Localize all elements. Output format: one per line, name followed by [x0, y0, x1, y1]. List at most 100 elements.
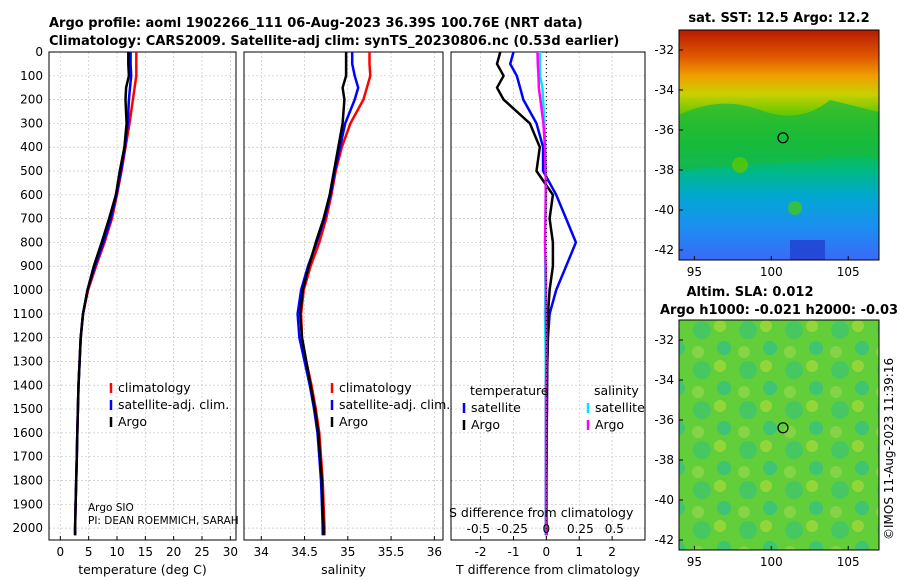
sla-heatmap — [679, 320, 879, 550]
map-y-tick-label: -42 — [654, 243, 674, 257]
map-y-tick-label: -34 — [654, 83, 674, 97]
sst-eddy — [732, 157, 748, 173]
x-axis-label: T difference from climatology — [455, 562, 641, 577]
legend-entry: satellite — [471, 400, 521, 415]
x-tick-label: 35.5 — [378, 545, 405, 559]
series-line — [73, 52, 131, 536]
map-y-tick-label: -40 — [654, 203, 674, 217]
figure-title-line2: Climatology: CARS2009. Satellite-adj cli… — [49, 34, 619, 49]
x-tick-label: 5 — [85, 545, 93, 559]
map-y-tick-label: -36 — [654, 123, 674, 137]
secondary-x-tick-label: 0 — [543, 522, 551, 536]
legend-entry: Argo — [339, 414, 368, 429]
x-tick-label: 15 — [138, 545, 153, 559]
sla-map-subtitle: Argo h1000: -0.021 h2000: -0.03 — [660, 303, 898, 318]
map-x-tick-label: 105 — [837, 265, 860, 279]
legend-entry: Argo — [118, 414, 147, 429]
argo-position-marker — [777, 422, 789, 434]
difference-panel: -2 -1 0 1 2 T difference from climatology temp… — [449, 51, 646, 577]
figure-title-line1: Argo profile: aoml 1902266_111 06-Aug-20… — [49, 16, 583, 31]
secondary-x-tick-label: -0.25 — [497, 522, 528, 536]
map-x-tick-label: 100 — [760, 265, 783, 279]
depth-tick-label: 600 — [20, 188, 43, 202]
depth-tick-label: 900 — [20, 259, 43, 273]
depth-tick-label: 1900 — [12, 497, 43, 511]
depth-tick-label: 200 — [20, 93, 43, 107]
map-x-tick-label: 95 — [687, 555, 702, 569]
map-x-tick-label: 105 — [837, 555, 860, 569]
map-y-tick-label: -36 — [654, 413, 674, 427]
depth-tick-label: 1300 — [12, 354, 43, 368]
copyright-stamp: ©IMOS 11-Aug-2023 11:39:16 — [882, 358, 896, 540]
sst-eddy — [788, 201, 802, 215]
x-tick-label: 34 — [254, 545, 269, 559]
x-tick-label: 34.5 — [291, 545, 318, 559]
x-tick-label: -2 — [475, 545, 487, 559]
pi-note: PI: DEAN ROEMMICH, SARAH — [88, 515, 239, 527]
depth-tick-label: 400 — [20, 140, 43, 154]
series-line — [299, 52, 372, 536]
depth-tick-label: 1500 — [12, 402, 43, 416]
x-tick-label: 36 — [427, 545, 442, 559]
depth-tick-label: 1800 — [12, 473, 43, 487]
x-tick-label: 25 — [194, 545, 209, 559]
argo-position-marker — [777, 132, 789, 144]
temperature-panel: 0100200300400500600700800900100011001200… — [12, 45, 238, 577]
map-y-tick-label: -32 — [654, 43, 674, 57]
legend-entry: satellite-adj. clim. — [339, 397, 450, 412]
legend-entry: climatology — [339, 380, 412, 395]
axes-frame — [48, 51, 237, 541]
depth-tick-label: 500 — [20, 164, 43, 178]
legend-entry: climatology — [118, 380, 191, 395]
map-x-tick-label: 100 — [760, 555, 783, 569]
sla-map-panel: Altim. SLA: 0.012 Argo h1000: -0.021 h20… — [654, 285, 898, 569]
depth-tick-label: 1100 — [12, 307, 43, 321]
depth-tick-label: 700 — [20, 212, 43, 226]
map-y-tick-label: -40 — [654, 493, 674, 507]
secondary-x-tick-label: 0.5 — [605, 522, 624, 536]
sst-map-title: sat. SST: 12.5 Argo: 12.2 — [688, 11, 869, 26]
axes-frame — [243, 51, 444, 541]
depth-tick-label: 1200 — [12, 331, 43, 345]
x-tick-label: 0 — [543, 545, 551, 559]
map-y-tick-label: -32 — [654, 333, 674, 347]
depth-tick-label: 1000 — [12, 283, 43, 297]
x-tick-label: 30 — [223, 545, 238, 559]
x-tick-label: 1 — [575, 545, 583, 559]
x-tick-label: 35 — [340, 545, 355, 559]
depth-tick-label: 1400 — [12, 378, 43, 392]
legend-entry: Argo — [471, 417, 500, 432]
x-tick-label: 0 — [57, 545, 65, 559]
map-frame — [678, 29, 880, 261]
series-line — [298, 52, 348, 536]
x-axis-label: salinity — [321, 562, 366, 577]
depth-tick-label: 1600 — [12, 426, 43, 440]
map-y-tick-label: -38 — [654, 453, 674, 467]
depth-tick-label: 300 — [20, 116, 43, 130]
x-tick-label: 2 — [608, 545, 616, 559]
depth-tick-label: 1700 — [12, 450, 43, 464]
x-axis-label: temperature (deg C) — [78, 562, 207, 577]
secondary-x-axis-label: S difference from climatology — [449, 505, 634, 520]
legend-entry: satellite-adj. clim. — [118, 397, 229, 412]
map-y-tick-label: -34 — [654, 373, 674, 387]
map-x-tick-label: 95 — [687, 265, 702, 279]
sst-cold-patch — [790, 240, 825, 260]
x-tick-label: 20 — [166, 545, 181, 559]
secondary-x-tick-label: -0.5 — [467, 522, 490, 536]
map-y-tick-label: -38 — [654, 163, 674, 177]
x-tick-label: -1 — [507, 545, 519, 559]
legend-header-salinity: salinity — [594, 383, 639, 398]
series-line — [73, 52, 133, 536]
axes-frame — [450, 51, 646, 541]
legend-entry: satellite — [595, 400, 645, 415]
depth-tick-label: 100 — [20, 69, 43, 83]
salinity-panel: 34 34.5 35 35.5 36 salinity climatology satelli… — [243, 51, 450, 577]
pi-note: Argo SIO — [88, 502, 134, 514]
depth-tick-label: 0 — [35, 45, 43, 59]
sla-map-title: Altim. SLA: 0.012 — [687, 285, 814, 300]
depth-tick-label: 2000 — [12, 521, 43, 535]
depth-tick-label: 800 — [20, 235, 43, 249]
legend-header-temperature: temperature — [470, 383, 549, 398]
